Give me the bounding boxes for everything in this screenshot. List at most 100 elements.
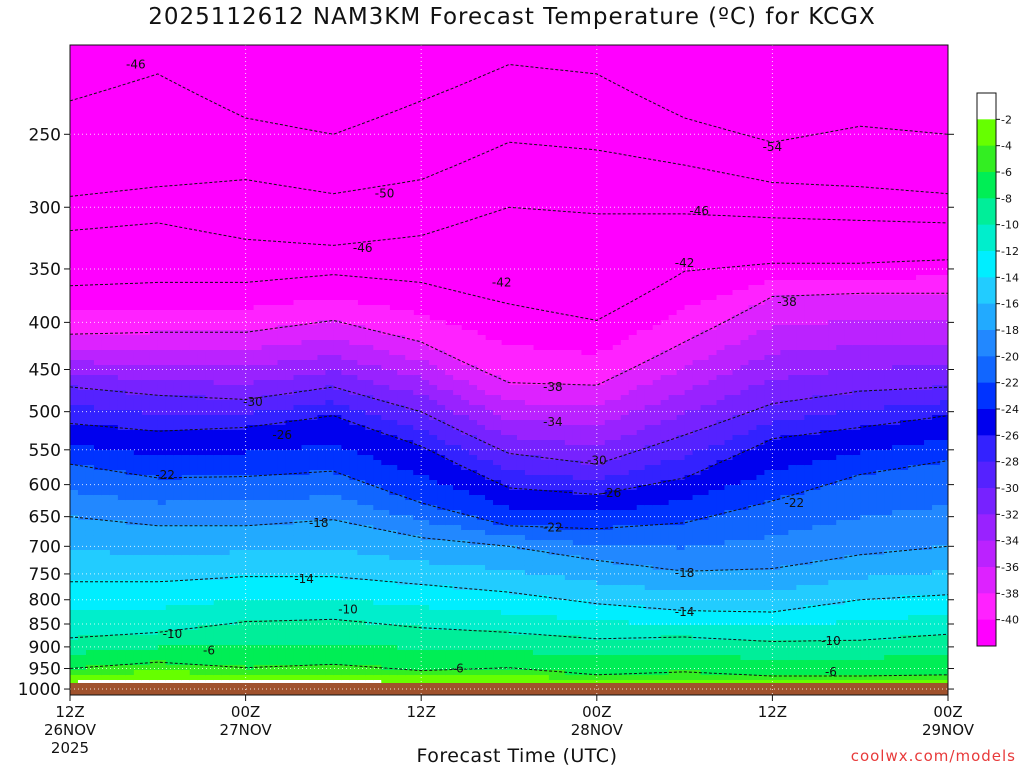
temperature-cell bbox=[556, 520, 566, 526]
temperature-cell bbox=[469, 375, 478, 381]
temperature-cell bbox=[405, 495, 414, 501]
temperature-cell bbox=[269, 505, 279, 511]
temperature-cell bbox=[325, 335, 334, 341]
temperature-cell bbox=[141, 625, 151, 631]
temperature-cell bbox=[197, 415, 207, 421]
temperature-cell bbox=[373, 625, 382, 631]
temperature-cell bbox=[221, 440, 231, 446]
temperature-cell bbox=[413, 495, 422, 501]
temperature-cell bbox=[469, 440, 478, 446]
temperature-cell bbox=[309, 335, 319, 341]
temperature-cell bbox=[165, 550, 175, 556]
temperature-cell bbox=[333, 605, 342, 611]
temperature-cell bbox=[285, 365, 295, 371]
temperature-cell bbox=[485, 590, 494, 596]
temperature-cell bbox=[229, 465, 239, 471]
temperature-cell bbox=[445, 530, 454, 536]
temperature-cell bbox=[493, 680, 502, 686]
temperature-cell bbox=[453, 395, 462, 401]
temperature-cell bbox=[245, 545, 255, 551]
temperature-cell bbox=[413, 385, 422, 391]
temperature-cell bbox=[229, 620, 239, 626]
temperature-cell bbox=[157, 535, 167, 541]
temperature-cell bbox=[333, 395, 342, 401]
temperature-cell bbox=[309, 350, 319, 356]
temperature-cell bbox=[365, 525, 374, 531]
temperature-cell bbox=[572, 625, 582, 631]
temperature-cell bbox=[133, 655, 143, 661]
temperature-cell bbox=[413, 510, 422, 516]
temperature-cell bbox=[205, 385, 215, 391]
temperature-cell bbox=[261, 485, 271, 491]
temperature-cell bbox=[588, 430, 598, 436]
temperature-cell bbox=[445, 525, 454, 531]
temperature-cell bbox=[548, 495, 558, 501]
temperature-cell bbox=[101, 590, 111, 596]
temperature-cell bbox=[309, 550, 319, 556]
temperature-cell bbox=[173, 640, 183, 646]
temperature-cell bbox=[317, 520, 327, 526]
temperature-cell bbox=[509, 475, 518, 481]
temperature-cell bbox=[381, 365, 390, 371]
temperature-cell bbox=[269, 385, 279, 391]
temperature-cell bbox=[125, 350, 135, 356]
temperature-cell bbox=[205, 530, 215, 536]
temperature-cell bbox=[205, 550, 215, 556]
temperature-cell bbox=[397, 440, 406, 446]
temperature-cell bbox=[317, 485, 327, 491]
temperature-cell bbox=[365, 385, 374, 391]
temperature-cell bbox=[437, 625, 446, 631]
temperature-cell bbox=[173, 560, 183, 566]
temperature-cell bbox=[493, 360, 502, 366]
temperature-cell bbox=[93, 395, 103, 401]
temperature-cell bbox=[261, 535, 271, 541]
temperature-cell bbox=[285, 480, 295, 486]
temperature-cell bbox=[93, 480, 103, 486]
temperature-cell bbox=[429, 500, 438, 506]
temperature-cell bbox=[245, 420, 255, 426]
temperature-cell bbox=[213, 640, 223, 646]
temperature-cell bbox=[205, 345, 215, 351]
temperature-cell bbox=[125, 655, 135, 661]
temperature-cell bbox=[437, 610, 446, 616]
temperature-cell bbox=[580, 585, 590, 591]
temperature-cell bbox=[485, 490, 494, 496]
temperature-cell bbox=[205, 640, 215, 646]
temperature-cell bbox=[101, 645, 111, 651]
temperature-cell bbox=[293, 420, 303, 426]
temperature-cell bbox=[509, 590, 518, 596]
temperature-cell bbox=[165, 500, 175, 506]
temperature-cell bbox=[261, 630, 271, 636]
temperature-cell bbox=[501, 390, 510, 396]
temperature-cell bbox=[381, 645, 390, 651]
temperature-cell bbox=[261, 310, 271, 316]
temperature-cell bbox=[317, 670, 327, 676]
temperature-cell bbox=[157, 655, 167, 661]
temperature-cell bbox=[421, 325, 430, 331]
temperature-cell bbox=[333, 470, 342, 476]
temperature-cell bbox=[301, 480, 311, 486]
temperature-cell bbox=[397, 500, 406, 506]
temperature-cell bbox=[485, 510, 494, 516]
temperature-cell bbox=[205, 615, 215, 621]
temperature-cell bbox=[85, 560, 95, 566]
temperature-cell bbox=[588, 500, 598, 506]
temperature-cell bbox=[285, 515, 295, 521]
temperature-cell bbox=[445, 535, 454, 541]
temperature-cell bbox=[596, 445, 606, 451]
temperature-cell bbox=[301, 400, 311, 406]
temperature-cell bbox=[413, 530, 422, 536]
temperature-cell bbox=[381, 525, 390, 531]
temperature-cell bbox=[181, 355, 191, 361]
temperature-cell bbox=[445, 410, 454, 416]
temperature-cell bbox=[253, 465, 263, 471]
temperature-cell bbox=[493, 555, 502, 561]
temperature-cell bbox=[373, 560, 382, 566]
temperature-cell bbox=[524, 615, 534, 621]
temperature-cell bbox=[309, 535, 319, 541]
temperature-cell bbox=[277, 520, 287, 526]
temperature-cell bbox=[572, 675, 582, 681]
temperature-cell bbox=[389, 335, 398, 341]
temperature-cell bbox=[572, 655, 582, 661]
temperature-cell bbox=[285, 610, 295, 616]
